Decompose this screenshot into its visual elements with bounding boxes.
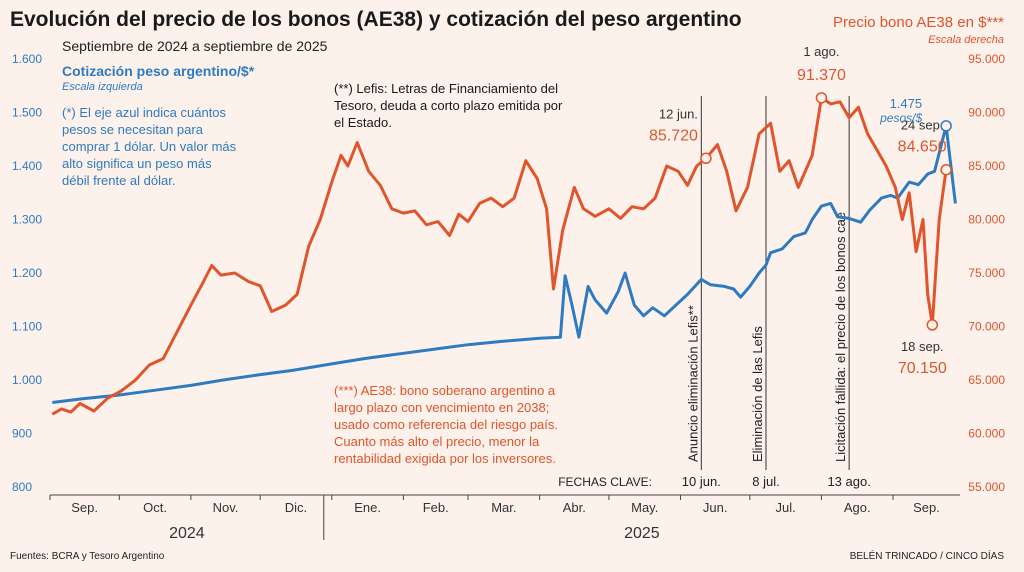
right-axis-tick-label: 80.000	[968, 213, 1005, 227]
annotation-value-label: 84.650	[898, 139, 947, 156]
annotation-marker	[940, 120, 952, 132]
month-label: Feb.	[423, 500, 449, 515]
month-label: Sep.	[913, 500, 940, 515]
month-label: May.	[631, 500, 658, 515]
year-label: 2024	[169, 525, 205, 542]
left-axis-tick-label: 1.600	[12, 52, 42, 66]
month-label: Ago.	[844, 500, 871, 515]
annotation-value-label: 1.475	[890, 96, 923, 111]
annotation-value-label: 85.720	[649, 127, 698, 144]
page-title: Evolución del precio de los bonos (AE38)…	[10, 8, 742, 31]
left-axis-tick-label: 900	[12, 427, 32, 441]
key-date-event: Anuncio eliminación Lefis**	[685, 305, 700, 462]
credit-text: BELÉN TRINCADO / CINCO DÍAS	[849, 551, 1004, 562]
peso-series-line	[52, 124, 957, 404]
annotation-date-label: 24 sep.	[901, 118, 944, 133]
month-label: Nov.	[213, 500, 239, 515]
right-axis-tick-label: 60.000	[968, 427, 1005, 441]
left-axis-tick-label: 1.300	[12, 213, 42, 227]
key-date-label: 10 jun.	[682, 474, 721, 489]
key-date-event: Licitación fallida: el precio de los bon…	[833, 212, 848, 462]
left-axis-tick-label: 1.500	[12, 106, 42, 120]
year-label: 2025	[624, 525, 660, 542]
left-axis-tick-label: 1.200	[12, 266, 42, 280]
left-axis-tick-label: 1.100	[12, 320, 42, 334]
annotation-value-label: 91.370	[797, 67, 846, 84]
note-lefis: (**) Lefis: Letras de Financiamiento del…	[334, 81, 563, 130]
left-axis-subtitle: Escala izquierda	[62, 81, 143, 93]
note-peso: (*) El eje azul indica cuántos pesos se …	[62, 105, 237, 188]
left-axis-tick-label: 800	[12, 480, 32, 494]
annotation-marker	[815, 92, 828, 104]
key-dates-label: FECHAS CLAVE:	[558, 475, 652, 489]
month-label: Jun.	[703, 500, 728, 515]
right-axis-tick-label: 65.000	[968, 373, 1005, 387]
source-text: Fuentes: BCRA y Tesoro Argentino	[10, 551, 165, 562]
annotation-unit-label: pesos/$	[879, 111, 922, 125]
annotation-date-label: 12 jun.	[659, 106, 698, 121]
month-label: Dic.	[285, 500, 307, 515]
right-axis-tick-label: 95.000	[968, 52, 1005, 66]
annotation-marker	[700, 152, 712, 165]
right-axis-tick-label: 70.000	[968, 320, 1005, 334]
right-axis-title: Precio bono AE38 en $***	[833, 14, 1004, 31]
annotation-date-label: 1 ago.	[803, 44, 839, 59]
annotation-date-label: 18 sep.	[901, 339, 944, 354]
left-axis-tick-label: 1.000	[12, 373, 42, 387]
right-axis-tick-label: 85.000	[968, 159, 1005, 173]
left-axis-tick-label: 1.400	[12, 159, 42, 173]
left-axis-title: Cotización peso argentino/$*	[62, 63, 255, 79]
right-axis-tick-label: 90.000	[968, 106, 1005, 120]
month-label: Ene.	[354, 500, 381, 515]
key-date-event: Eliminación de las Lefis	[750, 326, 765, 462]
month-label: Abr.	[563, 500, 586, 515]
month-label: Sep.	[71, 500, 98, 515]
month-label: Jul.	[776, 500, 796, 515]
key-date-label: 13 ago.	[827, 474, 870, 489]
right-axis-tick-label: 75.000	[968, 266, 1005, 280]
key-date-label: 8 jul.	[752, 474, 779, 489]
annotation-value-label: 70.150	[898, 360, 947, 377]
note-ae38: (***) AE38: bono soberano argentino a la…	[334, 383, 559, 466]
annotation-marker	[940, 163, 952, 176]
month-label: Oct.	[143, 500, 167, 515]
bond-series-line	[51, 96, 948, 416]
right-axis-tick-label: 55.000	[968, 480, 1005, 494]
right-axis-subtitle: Escala derecha	[928, 34, 1004, 46]
page-subtitle: Septiembre de 2024 a septiembre de 2025	[62, 38, 328, 54]
annotation-marker	[926, 319, 939, 331]
month-label: Mar.	[491, 500, 516, 515]
